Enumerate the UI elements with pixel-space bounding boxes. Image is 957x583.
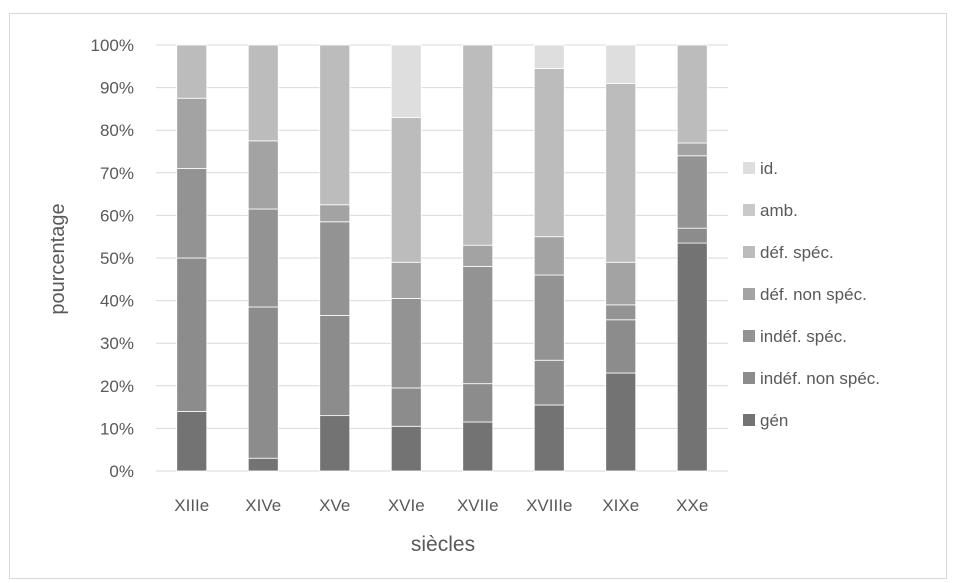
legend: id. amb. déf. spéc. déf. non spéc. indéf. sp… [743,159,880,430]
bar-segment [319,315,351,417]
y-tick-labels: 0% 10% 20% 30% 40% 50% 60% 70% 80% 90% 100% [91,36,134,481]
bar-segment [605,304,637,321]
y-tick-label: 20% [100,377,134,396]
bar-segment [462,383,494,423]
bar-segment [462,244,494,267]
legend-label: déf. spéc. [760,243,834,262]
bar-segment [605,44,637,84]
bar-segment [247,140,279,210]
bar-segment [319,204,351,223]
y-tick-label: 50% [100,249,134,268]
bar-segment [390,261,422,299]
bar-segment [533,274,565,361]
bar-segment [533,68,565,238]
chart-frame: 0% 10% 20% 30% 40% 50% 60% 70% 80% 90% 100% XIIIe X… [9,13,947,579]
legend-label: amb. [760,201,798,220]
bar-segment [390,425,422,472]
legend-label: indéf. spéc. [760,327,847,346]
legend-swatch [743,372,755,384]
y-tick-label: 30% [100,334,134,353]
bar-segment [176,97,208,169]
bar-segment [676,242,708,472]
bar-segment [676,227,708,244]
y-tick-label: 80% [100,121,134,140]
bar-segment [319,44,351,206]
x-tick-label: XVIIIe [526,496,572,515]
bar-segment [462,266,494,385]
y-tick-label: 70% [100,164,134,183]
bar-segment [605,261,637,306]
bar-segment [605,372,637,472]
bar-segment [390,387,422,427]
bar-segment [676,155,708,229]
x-tick-label: XIVe [245,496,281,515]
bar-segment [176,410,208,472]
bar-segment [605,319,637,374]
legend-swatch [743,162,755,174]
legend-swatch [743,288,755,300]
x-tick-label: XVe [319,496,350,515]
bar-segment [390,298,422,389]
legend-label: id. [760,159,778,178]
bar-segment [176,168,208,259]
bar-segment [676,44,708,144]
bar-segment [390,117,422,263]
bar-segment [247,306,279,459]
bar-segment [319,221,351,316]
legend-swatch [743,204,755,216]
y-tick-label: 60% [100,206,134,225]
x-tick-label: XXe [676,496,708,515]
bar-segment [533,236,565,276]
y-tick-label: 100% [91,36,134,55]
x-tick-label: XIXe [602,496,639,515]
stacked-bar-chart: 0%10%20%30%40%50%60%70%80%90%100% XIIIe X… [47,36,880,556]
bar-segment [247,208,279,308]
x-tick-label: XVIIe [457,496,499,515]
legend-swatch [743,246,755,258]
legend-swatch [743,414,755,426]
bar-segment [462,421,494,472]
bar-segment [319,415,351,472]
x-axis-label: siècles [411,533,475,556]
bar-segment [247,457,279,472]
legend-label: indéf. non spéc. [760,369,880,388]
y-tick-label: 10% [100,419,134,438]
bar-segment [676,142,708,157]
legend-swatch [743,330,755,342]
legend-label: gén [760,411,788,430]
x-tick-label: XVIe [388,496,425,515]
gridlines [156,44,728,472]
legend-label: déf. non spéc. [760,285,867,304]
bar-segment [390,44,422,118]
bar-segment [533,359,565,406]
bar-segment [462,44,494,246]
x-tick-label: XIIIe [174,496,209,515]
bar-segment [176,257,208,412]
bars [176,44,708,472]
bar-segment [533,44,565,69]
y-tick-label: 0% [109,462,134,481]
y-tick-label: 40% [100,292,134,311]
bar-segment [533,404,565,472]
bar-segment [247,44,279,142]
bar-segment [605,82,637,263]
x-tick-labels: XIIIe XIVe XVe XVIe XVIIe XVIIIe XIXe XXe [174,496,708,515]
y-axis-label: pourcentage [47,203,69,314]
y-tick-label: 90% [100,79,134,98]
bar-segment [176,44,208,99]
